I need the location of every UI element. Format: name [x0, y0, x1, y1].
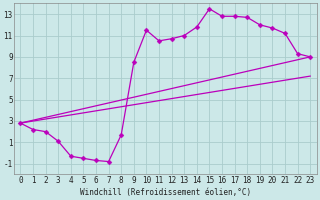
X-axis label: Windchill (Refroidissement éolien,°C): Windchill (Refroidissement éolien,°C) [80, 188, 251, 197]
